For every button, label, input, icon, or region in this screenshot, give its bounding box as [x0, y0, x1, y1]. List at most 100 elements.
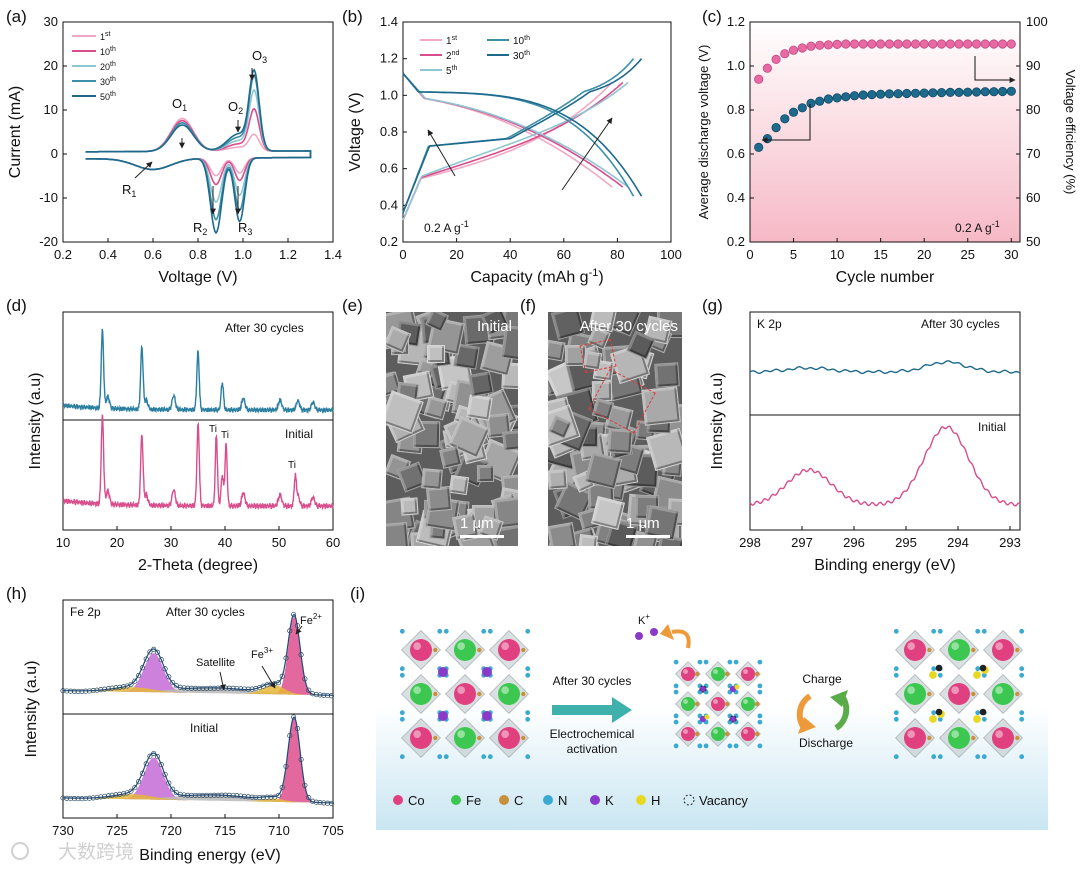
lattice-cycled-c-atom: [927, 691, 932, 697]
lattice-cycled-k-atom-dark: [979, 664, 987, 672]
charge-cycle-arrowhead-green: [830, 690, 848, 707]
sem-label-initial: Initial: [476, 318, 512, 335]
lattice-cycled-n-atom: [893, 672, 899, 678]
x-axis-tick-label: 730: [52, 823, 74, 838]
fe2p-after-data-point: [192, 685, 198, 691]
legend-label-1st: 1st: [446, 35, 457, 47]
lattice-cycled-n-atom: [893, 666, 899, 672]
fe2p-after-data-point: [249, 686, 255, 692]
legend-marker-k: [590, 795, 600, 805]
axis-pointer-left: [761, 104, 811, 143]
fe2p-after-data-point: [170, 679, 176, 686]
y-axis-tick-label: 10: [44, 102, 58, 117]
lattice-cycled-atom-highlight: [951, 730, 960, 739]
fe2p-after-data-point: [283, 655, 289, 661]
lattice-cycled-n-atom: [1019, 716, 1025, 722]
fe2p-initial-data-point: [204, 792, 210, 798]
lattice-initial-co-atom: [498, 639, 520, 661]
sem-particle: [421, 468, 443, 490]
charge-curve-1st: [402, 81, 613, 221]
lattice-initial-atom-highlight: [501, 686, 509, 695]
fe2p-initial-data-point: [90, 795, 96, 801]
y-axis-right-tick-label: 100: [1026, 14, 1048, 29]
fe2p-initial-data-point: [257, 794, 263, 801]
voltage-point: [841, 92, 851, 102]
fe2p-after-data-point: [151, 646, 157, 652]
fe2p-initial-data-point: [260, 794, 266, 800]
fe2p-after-data-point: [117, 684, 123, 690]
voltage-point: [928, 88, 938, 98]
sem-particle: [427, 345, 445, 363]
panel-a-cv-chart: 0.2 0.4 0.6 0.8 1.0 1.2 1.4 -20 -10 0 10 20 30 Volta…: [7, 14, 342, 286]
lattice-activated-c-atom: [694, 671, 700, 677]
fe2p-after-data-point: [158, 657, 164, 663]
lattice-initial-n-atom: [487, 628, 493, 634]
fe2p-after-data-point: [321, 692, 327, 698]
panel-letter-f: (f): [520, 296, 536, 315]
lattice-cycled-atom-highlight: [995, 730, 1004, 739]
discharge-curve-5th: [402, 72, 629, 188]
y-axis-right-tick-label: 50: [1026, 234, 1040, 249]
watermark-logo: [11, 842, 29, 860]
y-axis-label: Voltage (V): [347, 92, 364, 171]
lattice-initial-c-atom: [521, 735, 526, 741]
lattice-cycled-n-atom: [981, 754, 987, 760]
k2p-spectrum-after: [749, 360, 1021, 375]
annotation-o1: O1: [172, 96, 187, 113]
fe2p-initial-data-point: [196, 792, 202, 798]
y-axis-tick-label: 0.6: [380, 161, 398, 176]
lattice-activated-n-atom: [673, 689, 679, 695]
y-axis-right-tick-label: 70: [1026, 146, 1040, 161]
lattice-cycled-n-atom: [937, 628, 943, 634]
x-axis-tick-label: 25: [961, 247, 975, 262]
fe2p-after-data-point: [302, 676, 308, 682]
efficiency-point: [884, 39, 895, 49]
x-axis-tick-label: 50: [272, 535, 286, 550]
x-axis-tick-label: 10: [56, 535, 70, 550]
y-axis-tick-label: 0.4: [380, 197, 398, 212]
y-axis-tick-label: 0: [51, 146, 58, 161]
lattice-activated-n-atom: [757, 659, 763, 665]
y-axis-left-tick-label: 0.6: [727, 146, 745, 161]
lattice-cycled-fe-atom: [948, 639, 970, 661]
fe2p-initial-data-point: [154, 754, 161, 760]
fe2p-initial-data-point: [83, 795, 89, 802]
lattice-activated-n-atom: [673, 683, 679, 689]
fe2p-initial-data-point: [298, 756, 304, 763]
voltage-point: [945, 87, 955, 98]
y-axis-tick-label: 1.2: [380, 51, 398, 66]
y-axis-right-tick-label: 80: [1026, 102, 1040, 117]
sem-particle: [654, 362, 680, 388]
lattice-cycled-n-atom: [1019, 754, 1025, 760]
lattice-activated-n-atom: [757, 683, 763, 689]
lattice-cycled-n-atom: [893, 716, 899, 722]
arrow-satellite: [219, 671, 226, 691]
label-after: After 30 cycles: [166, 605, 245, 619]
fe2p-after-data-point: [279, 673, 285, 679]
lattice-activated-fe-atom: [741, 697, 755, 711]
panel-c-cycling-chart: 0 5 10 15 20 25 30 0.2 0.4 0.6 0.8 1.0 1.2 50 60 70 80 90…: [696, 14, 1078, 286]
lattice-initial-c-atom: [477, 691, 482, 697]
efficiency-point: [945, 39, 955, 49]
legend-label-30th: 30th: [513, 50, 530, 62]
k-release-arrowhead: [660, 624, 674, 640]
fe2p-after-data-point: [105, 686, 111, 692]
efficiency-point: [815, 40, 825, 50]
fe2p-after-data-point: [109, 685, 115, 691]
fe2p-initial-data-point: [128, 788, 134, 794]
lattice-initial-n-atom: [525, 628, 531, 634]
lattice-activated-k-atom: [729, 685, 737, 693]
lattice-activated-fe-atom: [711, 727, 725, 741]
fe2p-after-data-point: [253, 686, 259, 692]
plot-frame: [62, 599, 334, 819]
x-axis-tick-label: 297: [791, 535, 813, 550]
label-initial: Initial: [190, 721, 218, 735]
legend-label-10th: 10th: [100, 46, 116, 57]
lattice-initial-n-atom: [525, 716, 531, 722]
voltage-point: [780, 114, 790, 124]
legend-label-c: C: [514, 793, 523, 808]
y-axis-left-tick-label: 0.8: [727, 102, 745, 117]
fe2p-after-data-point: [86, 688, 93, 694]
lattice-cycled-fe-atom: [948, 727, 970, 749]
legend-marker-vacancy: [683, 794, 695, 806]
